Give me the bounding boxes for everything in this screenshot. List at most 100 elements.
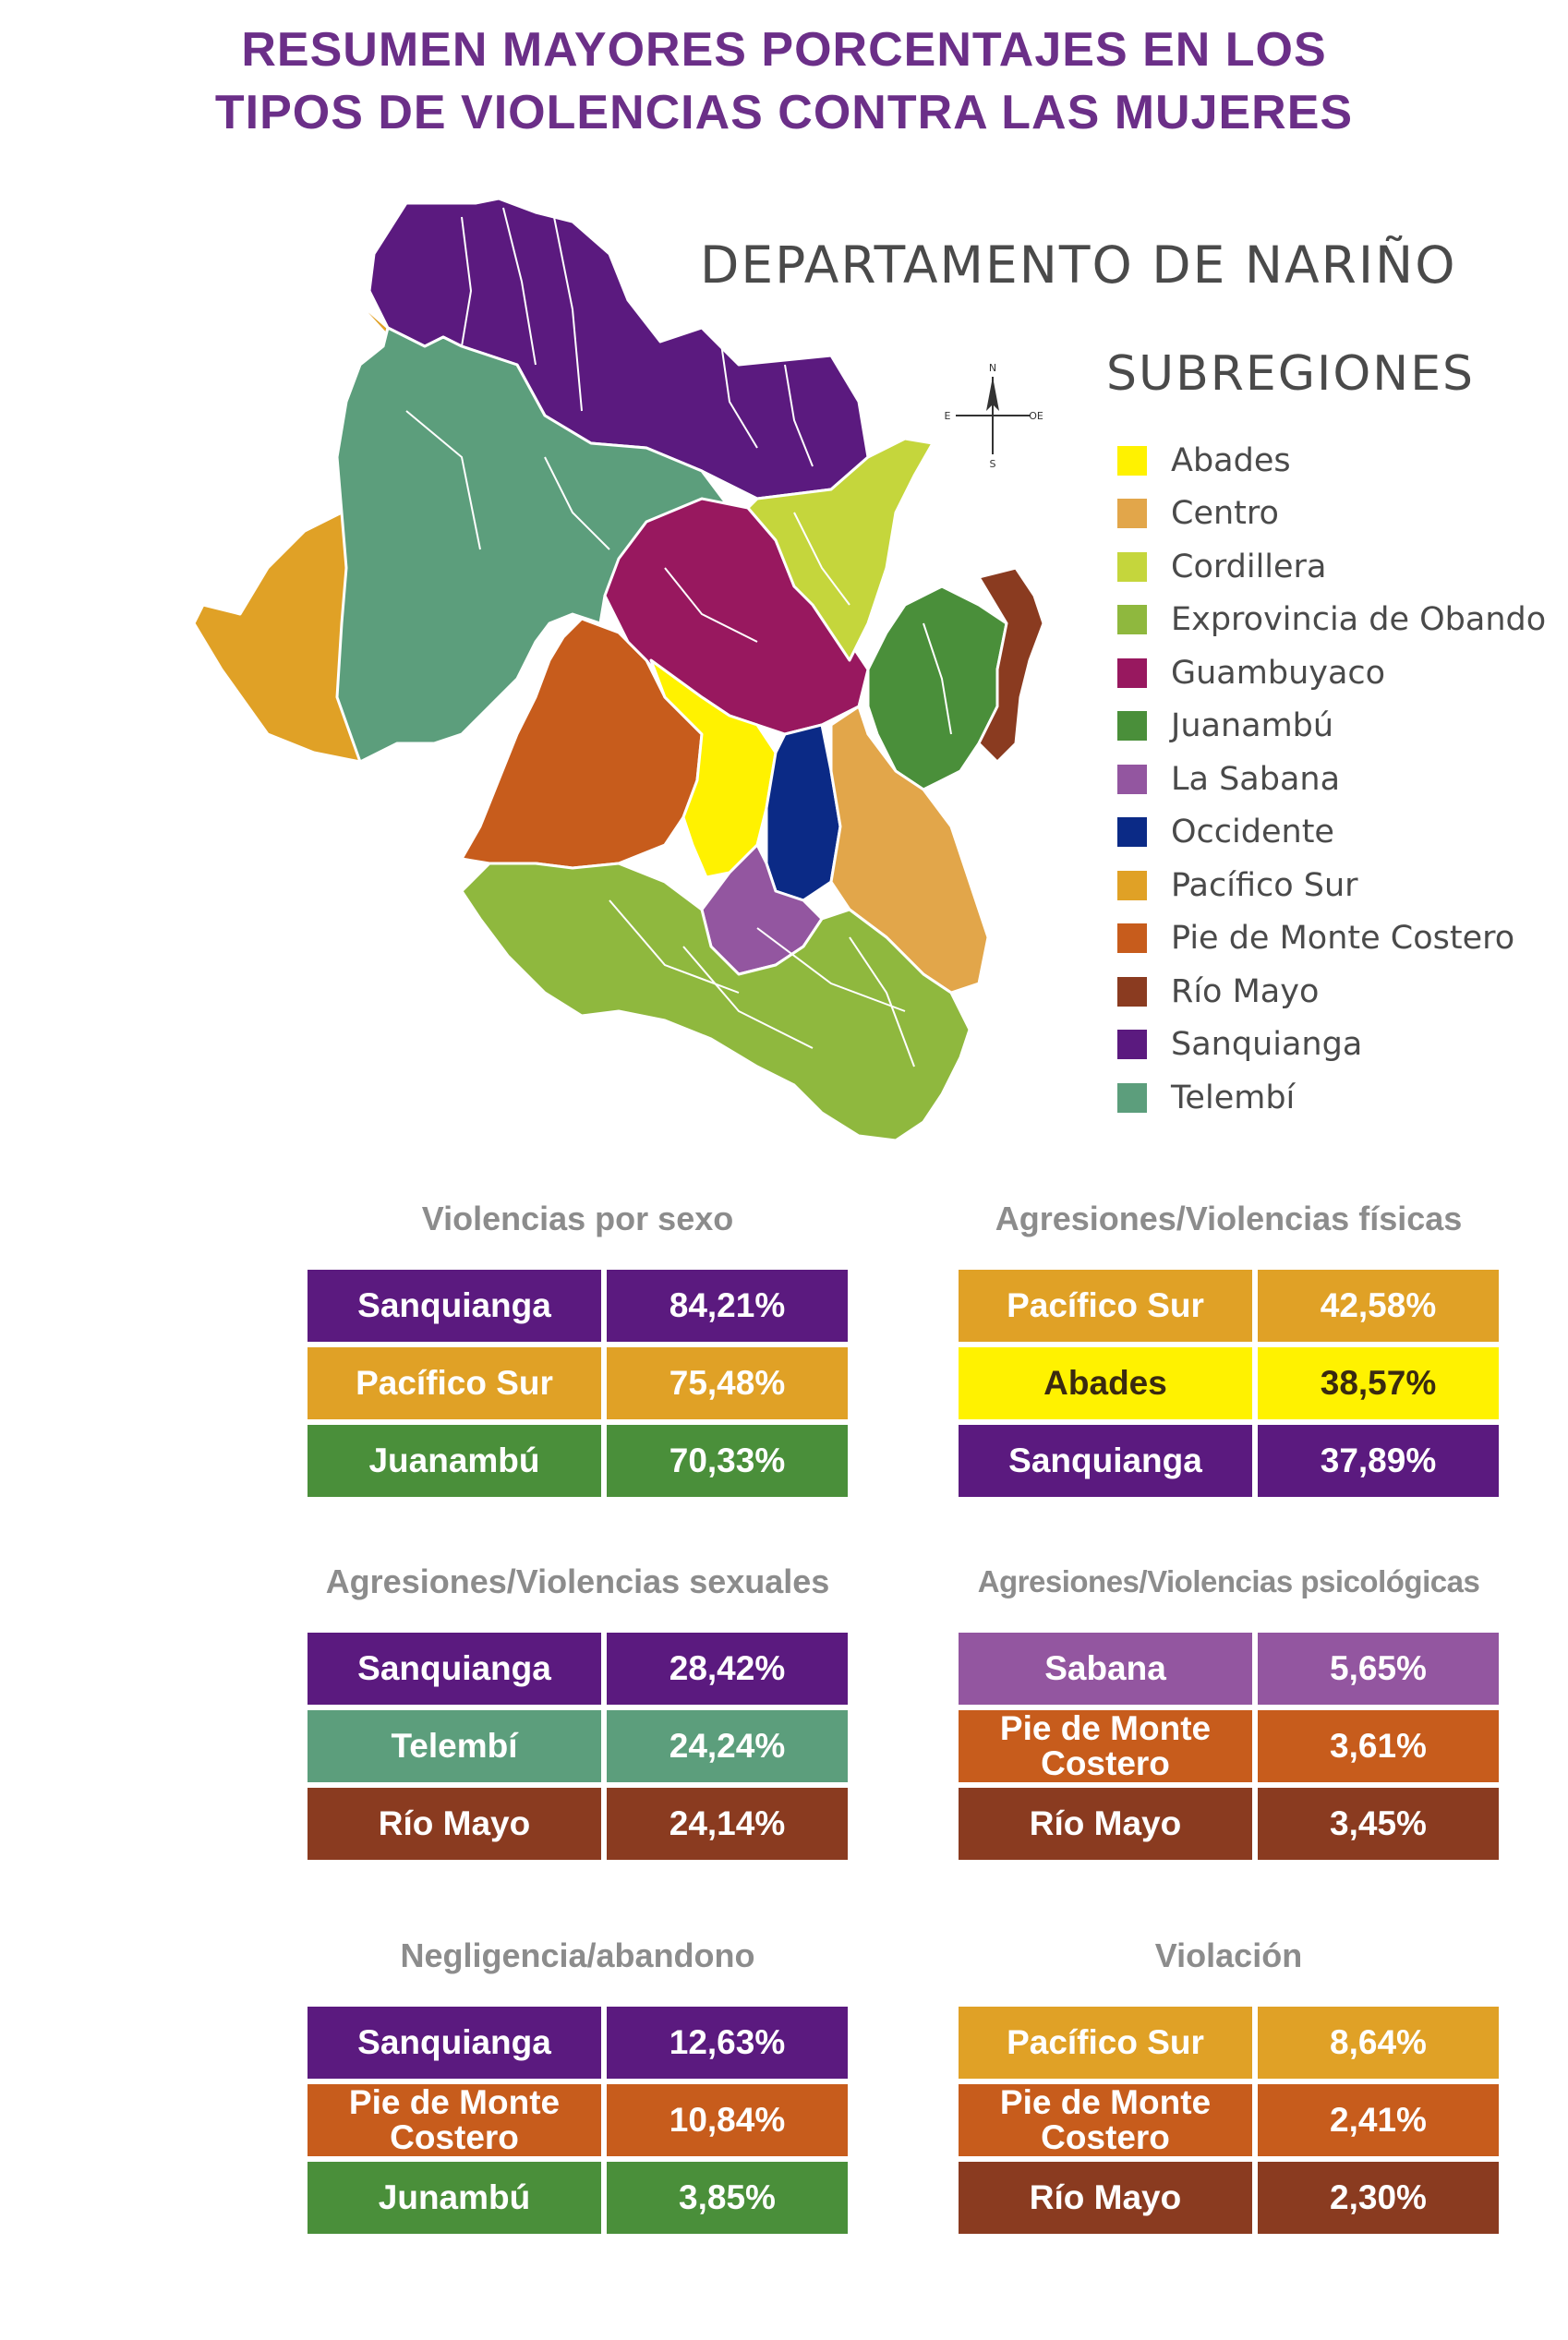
table-row: Telembí 24,24% [308, 1710, 848, 1782]
page-title: RESUMEN MAYORES PORCENTAJES EN LOS TIPOS… [0, 18, 1568, 144]
summary-panel: Agresiones/Violencias psicológicas Sabana… [959, 1559, 1499, 1865]
legend-label: Occidente [1171, 814, 1334, 851]
summary-panel: Agresiones/Violencias físicas Pacífico Su… [959, 1196, 1499, 1502]
summary-panel: Agresiones/Violencias sexuales Sanquianga… [308, 1559, 848, 1865]
subregion-name-cell: Junambú [308, 2162, 601, 2234]
map-region-exprovincia-de-obando [460, 862, 971, 1142]
map-region-rio-mayo [977, 566, 1045, 764]
percentage-cell: 3,45% [1258, 1788, 1499, 1860]
page-title-line-2: TIPOS DE VIOLENCIAS CONTRA LAS MUJERES [214, 86, 1354, 139]
legend-label: Río Mayo [1171, 972, 1320, 1010]
subregion-name-cell: Juanambú [308, 1425, 601, 1497]
percentage-cell: 42,58% [1258, 1270, 1499, 1342]
map-boundary-line [849, 936, 915, 1067]
legend-label: La Sabana [1171, 760, 1341, 798]
table-row: Juanambú 70,33% [308, 1425, 848, 1497]
map-boundary-line [553, 216, 583, 412]
subregion-name-cell: Pie de Monte Costero [959, 1710, 1252, 1782]
legend-item: Abades [1117, 434, 1546, 488]
map-boundary-line [756, 927, 906, 1012]
legend-swatch [1117, 499, 1147, 529]
summary-panel: Violencias por sexo Sanquianga 84,21% Pacíf… [308, 1196, 848, 1502]
table-row: Pie de Monte Costero 10,84% [308, 2084, 848, 2156]
legend-item: Juanambú [1117, 700, 1546, 754]
legend-item: La Sabana [1117, 753, 1546, 806]
table-row: Sanquianga 28,42% [308, 1633, 848, 1705]
subregion-name-cell: Pacífico Sur [959, 1270, 1252, 1342]
legend-label: Guambuyaco [1171, 654, 1386, 692]
map-boundary-line [609, 899, 740, 994]
legend-item: Pie de Monte Costero [1117, 912, 1546, 966]
subregion-name-cell: Río Mayo [959, 2162, 1252, 2234]
compass-rose-icon: N S E OE [945, 362, 1043, 470]
map-region-occidente [765, 723, 842, 902]
percentage-cell: 2,41% [1258, 2084, 1499, 2156]
map-boundary-line [664, 567, 758, 643]
legend-item: Pacífico Sur [1117, 859, 1546, 912]
percentage-cell: 5,65% [1258, 1633, 1499, 1705]
legend-swatch [1117, 1030, 1147, 1060]
legend-item: Exprovincia de Obando [1117, 594, 1546, 647]
table-row: Sanquianga 37,89% [959, 1425, 1499, 1497]
map-boundary-line [793, 512, 850, 606]
legend-swatch [1117, 657, 1147, 688]
percentage-cell: 70,33% [607, 1425, 848, 1497]
subregion-name-cell: Telembí [308, 1710, 601, 1782]
legend-swatch [1117, 711, 1147, 742]
panel-title: Violación [1154, 1936, 1303, 1974]
summary-panel: Violación Pacífico Sur 8,64% Pie de Monte C… [959, 1933, 1499, 2239]
table-row: Sabana 5,65% [959, 1633, 1499, 1705]
percentage-cell: 2,30% [1258, 2162, 1499, 2234]
legend-item: Guambuyaco [1117, 646, 1546, 700]
panel-title: Negligencia/abandono [400, 1936, 755, 1974]
legend-label: Pie de Monte Costero [1171, 920, 1515, 958]
legend-item: Telembí [1117, 1071, 1546, 1125]
subregion-name-cell: Sanquianga [308, 1270, 601, 1342]
subregion-name-cell: Pacífico Sur [308, 1347, 601, 1419]
panel-title: Violencias por sexo [421, 1200, 734, 1237]
table-row: Junambú 3,85% [308, 2162, 848, 2234]
subregion-name-cell: Río Mayo [959, 1788, 1252, 1860]
subregion-name-cell: Abades [959, 1347, 1252, 1419]
subregion-name-cell: Sanquianga [308, 1633, 601, 1705]
legend-swatch [1117, 1082, 1147, 1113]
legend-item: Cordillera [1117, 540, 1546, 594]
table-row: Río Mayo 24,14% [308, 1788, 848, 1860]
legend-swatch [1117, 817, 1147, 848]
legend-label: Sanquianga [1171, 1026, 1363, 1064]
legend-label: Exprovincia de Obando [1171, 601, 1547, 639]
map-region-juanambu [866, 585, 1008, 791]
legend-label: Cordillera [1171, 548, 1327, 585]
percentage-cell: 84,21% [607, 1270, 848, 1342]
map-region-cordillera [746, 437, 935, 662]
table-row: Pacífico Sur 42,58% [959, 1270, 1499, 1342]
table-row: Sanquianga 12,63% [308, 2007, 848, 2079]
legend-swatch [1117, 764, 1147, 794]
percentage-cell: 28,42% [607, 1633, 848, 1705]
table-row: Río Mayo 2,30% [959, 2162, 1499, 2234]
legend-label: Pacífico Sur [1171, 866, 1358, 904]
compass-south: S [990, 458, 996, 470]
legend-swatch [1117, 870, 1147, 900]
narino-subregions-map [192, 197, 1045, 1142]
legend-label: Abades [1171, 441, 1291, 479]
legend-title: SUBREGIONES [1106, 346, 1476, 402]
percentage-cell: 75,48% [607, 1347, 848, 1419]
panel-title: Agresiones/Violencias sexuales [325, 1562, 830, 1600]
percentage-cell: 3,85% [607, 2162, 848, 2234]
percentage-cell: 38,57% [1258, 1347, 1499, 1419]
legend-swatch [1117, 976, 1147, 1007]
map-boundary-line [682, 946, 814, 1049]
legend-label: Telembí [1171, 1079, 1296, 1116]
map-region-telembi [335, 326, 731, 764]
panel-title: Agresiones/Violencias físicas [995, 1200, 1463, 1237]
subregion-name-cell: Pie de Monte Costero [959, 2084, 1252, 2156]
map-boundary-line [544, 456, 610, 550]
map-boundary-line [719, 336, 758, 449]
legend-swatch [1117, 551, 1147, 582]
table-row: Abades 38,57% [959, 1347, 1499, 1419]
summary-panel: Negligencia/abandono Sanquianga 12,63% Pie … [308, 1933, 848, 2239]
subregion-name-cell: Sabana [959, 1633, 1252, 1705]
legend-label: Centro [1171, 495, 1279, 533]
compass-north: N [989, 362, 996, 374]
